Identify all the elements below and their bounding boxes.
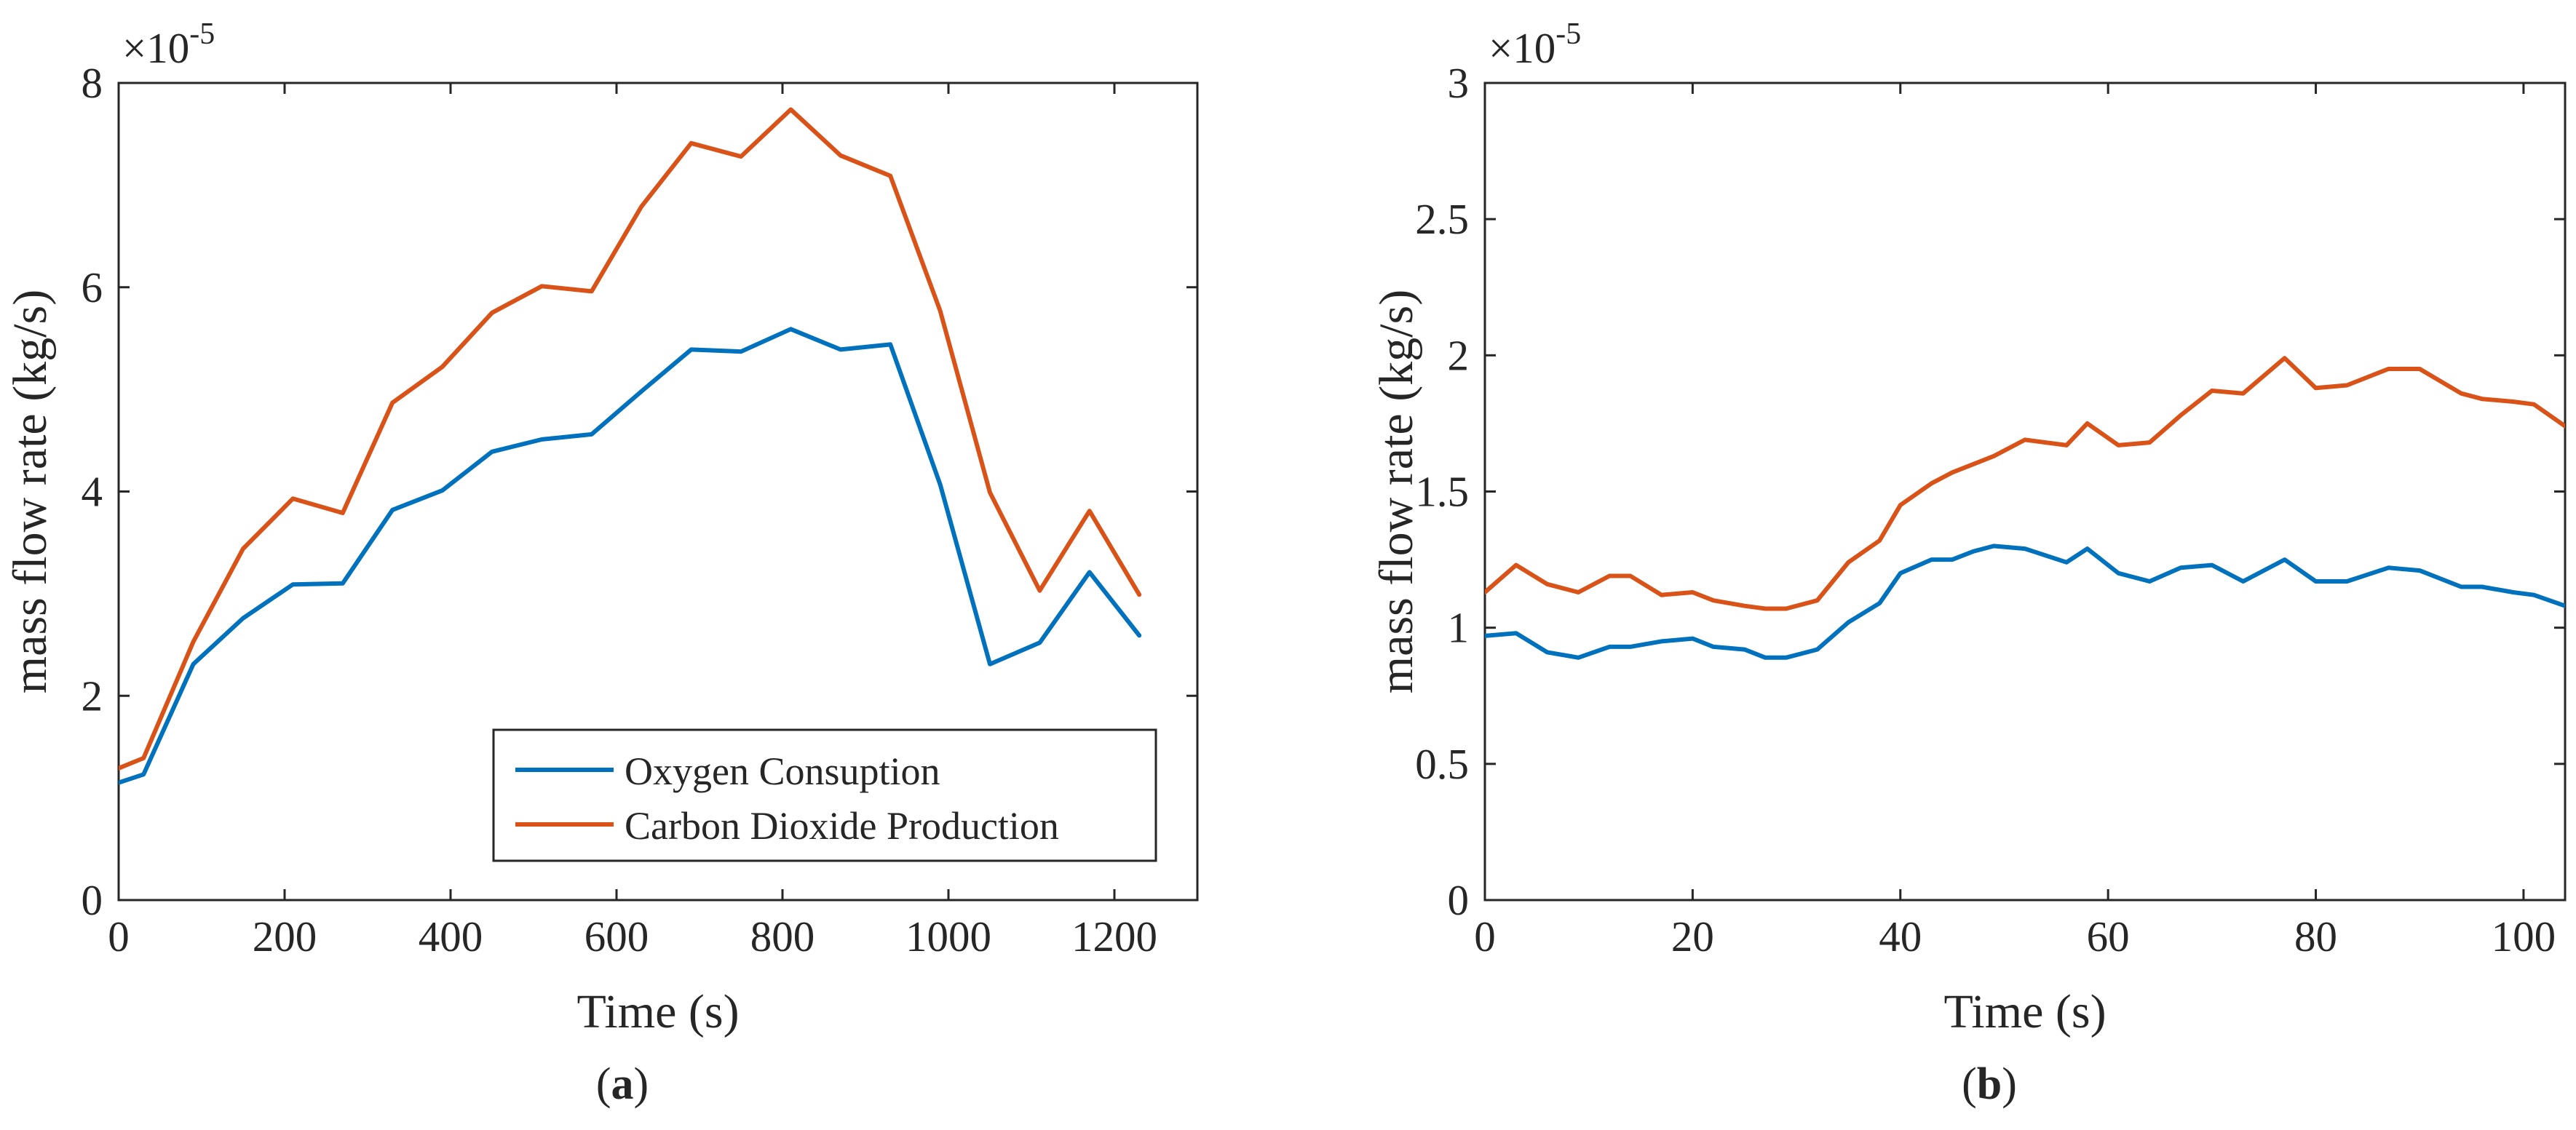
x-axis-title: Time (s) <box>1943 985 2106 1038</box>
x-tick-label: 600 <box>584 912 649 960</box>
y-exponent-base: ×10 <box>1489 24 1555 72</box>
x-tick-label: 200 <box>253 912 317 960</box>
series-group <box>119 107 1142 785</box>
x-tick-label: 60 <box>2087 912 2130 960</box>
panel-paren-close: ) <box>634 1059 649 1109</box>
panel-letter: a <box>611 1059 634 1109</box>
panel-label: (b) <box>1962 1059 2017 1109</box>
y-tick-label: 3 <box>1448 59 1470 107</box>
y-exponent-label: ×10-5 <box>1489 17 1581 72</box>
series-line-carbon-dioxide <box>1485 356 2565 611</box>
y-tick-label: 2 <box>1448 331 1470 379</box>
panel-letter: b <box>1977 1059 2002 1109</box>
panel-paren-open: ( <box>1962 1059 1977 1109</box>
series-line-oxygen <box>1485 544 2565 660</box>
y-exponent-base: ×10 <box>122 24 189 72</box>
y-exponent-power: -5 <box>1555 17 1581 51</box>
chart-panel-b: 0 20 40 60 80 100 0 0.5 1 1.5 2 2.5 3 ×10-5 Time (s) ma… <box>1370 17 2567 1109</box>
axes-box <box>1483 81 2567 902</box>
legend: Oxygen Consuption Carbon Dioxide Producti… <box>492 728 1157 862</box>
y-tick-label: 4 <box>82 468 103 516</box>
y-tick-label: 1 <box>1448 604 1470 652</box>
panel-paren-open: ( <box>596 1059 611 1109</box>
y-exponent-label: ×10-5 <box>122 17 215 72</box>
y-tick-label: 1.5 <box>1415 468 1469 516</box>
legend-box <box>492 728 1157 862</box>
x-tick-label: 800 <box>750 912 815 960</box>
x-tick-label: 0 <box>108 912 130 960</box>
series-line-oxygen <box>119 327 1142 785</box>
x-tick-label: 20 <box>1671 912 1714 960</box>
x-tick-label: 400 <box>419 912 483 960</box>
series-group <box>1485 356 2565 660</box>
y-tick-label: 2.5 <box>1415 195 1469 243</box>
x-axis-title: Time (s) <box>576 985 739 1038</box>
y-tick-label: 0 <box>82 876 103 924</box>
y-tick-label: 0 <box>1448 876 1470 924</box>
y-tick-label: 8 <box>82 59 103 107</box>
panel-paren-close: ) <box>2002 1059 2017 1109</box>
legend-label-carbon-dioxide: Carbon Dioxide Production <box>625 804 1059 848</box>
x-tick-label: 1200 <box>1071 912 1157 960</box>
y-axis-title: mass flow rate (kg/s) <box>1370 290 1423 693</box>
chart-panel-a: 0 200 400 600 800 1000 1200 0 2 4 6 8 ×10-5 Time (s) m… <box>4 17 1199 1109</box>
x-tick-label: 80 <box>2294 912 2337 960</box>
x-tick-label: 40 <box>1879 912 1922 960</box>
y-exponent-power: -5 <box>189 17 215 51</box>
y-tick-label: 2 <box>82 672 103 720</box>
x-tick-label: 1000 <box>905 912 991 960</box>
y-tick-label: 0.5 <box>1415 740 1469 788</box>
series-line-carbon-dioxide <box>119 107 1142 771</box>
y-tick-label: 6 <box>82 263 103 311</box>
legend-label-oxygen: Oxygen Consuption <box>625 749 940 793</box>
x-tick-label: 0 <box>1474 912 1496 960</box>
panel-label: (a) <box>596 1059 649 1109</box>
y-axis-title: mass flow rate (kg/s) <box>4 290 57 693</box>
x-tick-label: 100 <box>2492 912 2556 960</box>
